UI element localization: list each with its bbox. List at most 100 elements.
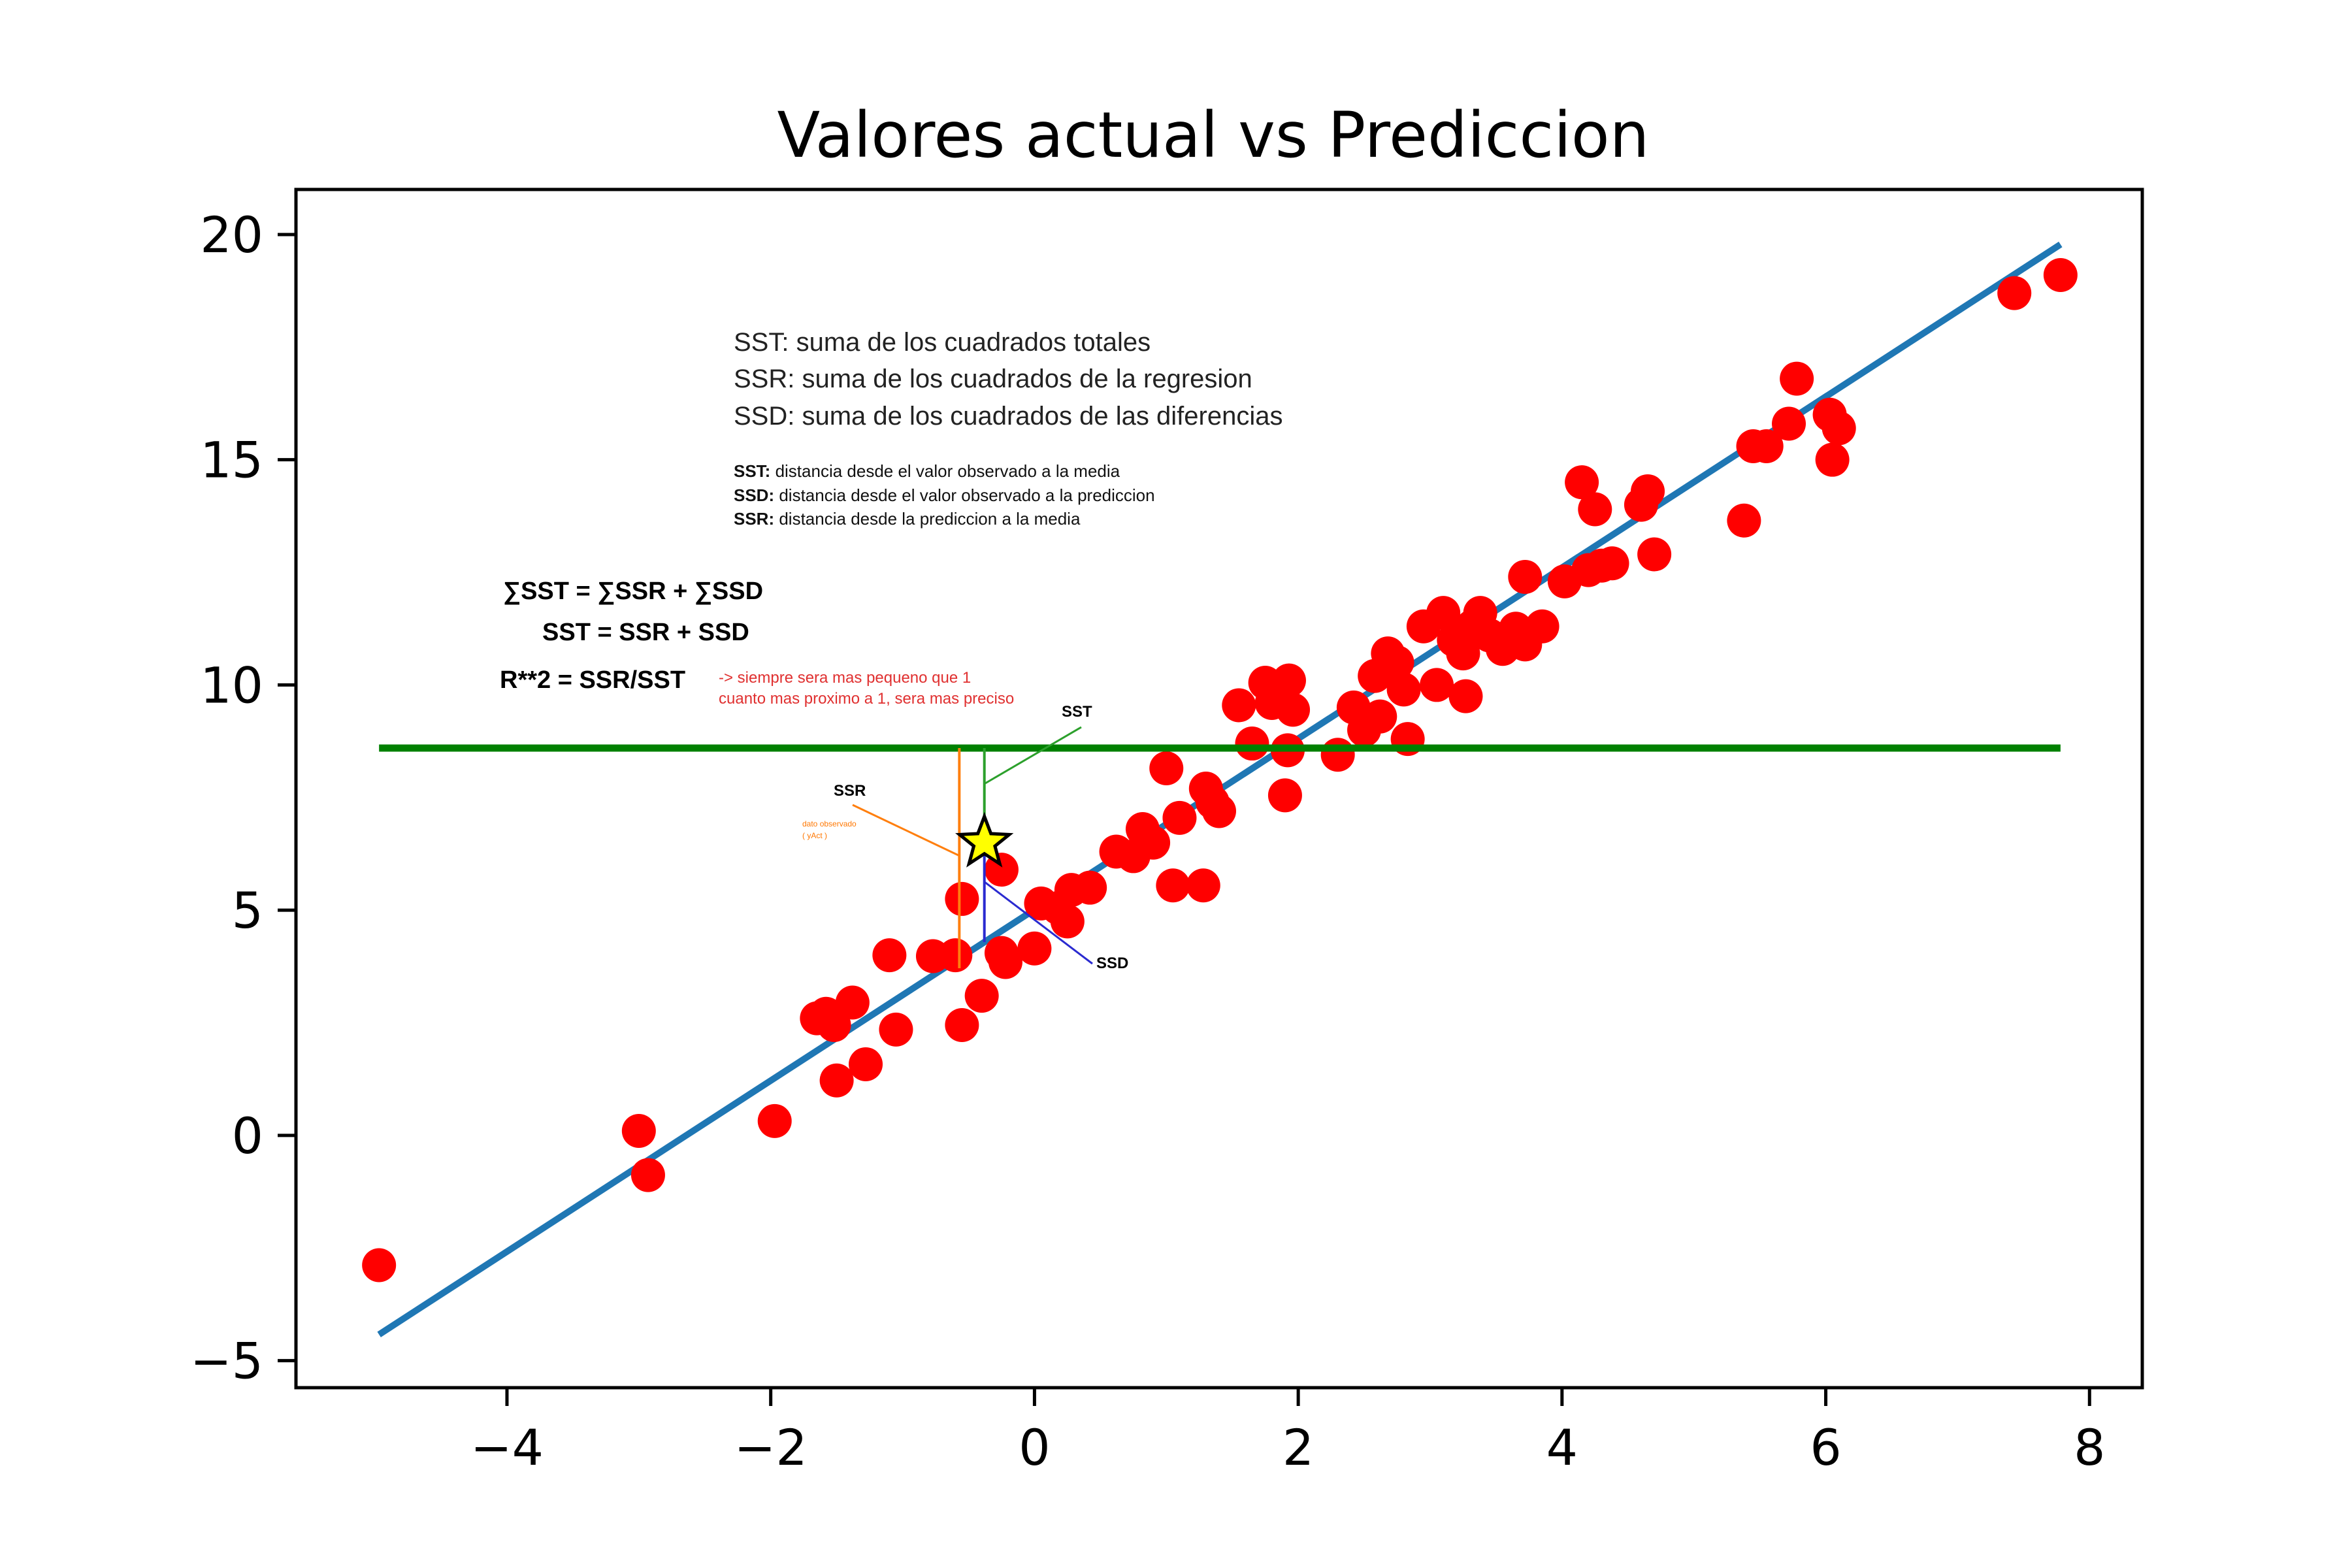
data-point [1162,800,1197,835]
y-tick-label: 15 [200,431,263,489]
data-point [1821,411,1856,446]
distance-ssd-term: SSD: [734,485,774,505]
sst-label: SST [1062,703,1092,721]
x-axis: −4 −2 0 2 4 6 8 [470,1388,2105,1477]
data-point [1073,870,1107,905]
formula-sum: ∑SST = ∑SSR + ∑SSD [503,578,763,605]
y-axis: −5 0 5 10 15 20 [190,206,296,1390]
distance-sst: SST: distancia desde el valor observado … [734,461,1120,481]
x-tick-label: 0 [1019,1418,1050,1477]
data-point [835,985,870,1020]
data-point [1525,609,1560,644]
data-point [1363,699,1397,734]
data-point [945,1007,979,1042]
data-point [1235,727,1269,761]
data-point [1050,904,1085,939]
x-tick-label: 8 [2074,1418,2105,1477]
distance-ssr: SSR: distancia desde la prediccion a la … [734,509,1081,529]
observed-label-line-1: dato observado [802,819,857,828]
y-tick-label: 10 [200,656,263,714]
y-tick-label: −5 [190,1332,263,1390]
distance-ssr-term: SSR: [734,509,774,529]
data-point [1420,668,1454,702]
chart-title: Valores actual vs Prediccion [777,99,1650,172]
ssr-label: SSR [834,782,866,800]
r2-note-line-1: -> siempre sera mas pequeno que 1 [719,669,971,687]
data-point [1136,825,1171,860]
data-point [1780,361,1814,396]
ssr-pointer [852,804,960,857]
data-point [1156,868,1190,903]
points-layer [362,258,2078,1282]
data-point [1749,429,1784,463]
observed-label-line-2: ( yAct ) [802,831,827,840]
data-point [1578,492,1612,527]
data-point [1997,276,2032,310]
definitions-box: SST: suma de los cuadrados totales SSR: … [734,328,1282,529]
data-point [1202,794,1236,828]
y-tick-label: 20 [200,206,263,264]
x-tick-label: −4 [470,1418,544,1477]
data-point [1271,663,1306,698]
plot-frame [294,188,2144,1390]
data-point [945,881,979,916]
distance-sst-text: distancia desde el valor observado a la … [770,461,1120,481]
formula-plain: SST = SSR + SSD [542,619,749,646]
definition-ssr: SSR: suma de los cuadrados de la regresi… [734,365,1252,393]
data-point [1276,693,1311,727]
highlight-star-marker [955,811,1014,868]
data-point [1595,546,1629,581]
distance-ssd-text: distancia desde el valor observado a la … [774,485,1154,505]
data-point [1320,738,1355,772]
definition-ssd: SSD: suma de los cuadrados de las difere… [734,402,1282,431]
data-point [1149,751,1184,785]
data-point [1186,868,1220,903]
data-point [879,1012,913,1047]
data-point [1017,931,1052,966]
x-tick-label: 6 [1810,1418,1841,1477]
data-point [872,938,907,973]
data-point [1267,778,1302,813]
data-point [362,1248,397,1282]
data-point [1448,679,1483,713]
ssd-label: SSD [1096,955,1128,972]
data-point [1386,672,1421,707]
data-point [964,979,999,1013]
y-tick-label: 0 [232,1107,263,1165]
annotation-lines [852,726,1093,968]
distance-ssr-text: distancia desde la prediccion a la media [774,509,1081,529]
data-point [2043,258,2078,292]
r2-note-line-2: cuanto mas proximo a 1, sera mas preciso [719,690,1014,708]
data-point [1772,406,1806,441]
data-point [817,1007,851,1042]
data-point [1222,688,1256,723]
x-tick-label: 2 [1282,1418,1314,1477]
data-point [1631,474,1665,508]
data-point [1426,596,1461,630]
formula-r2: R**2 = SSR/SST [500,666,685,694]
data-point [1380,645,1414,679]
x-tick-label: 4 [1546,1418,1578,1477]
data-point [938,938,973,973]
y-tick-label: 5 [232,881,263,939]
data-point [1815,442,1850,477]
data-point [1508,559,1543,594]
data-point [1637,537,1672,572]
definition-sst: SST: suma de los cuadrados totales [734,328,1151,357]
data-point [757,1103,792,1138]
data-point [1727,503,1761,538]
data-point [988,945,1022,979]
sst-pointer [983,726,1082,785]
data-point [1446,636,1480,671]
distance-ssd: SSD: distancia desde el valor observado … [734,485,1155,505]
data-point [1565,465,1599,500]
distance-sst-term: SST: [734,461,770,481]
highlight-layer [955,811,1014,868]
x-tick-label: −2 [734,1418,808,1477]
data-point [849,1047,883,1081]
data-point [630,1158,665,1192]
data-point [621,1114,656,1148]
data-point [819,1063,854,1098]
ssd-pointer [983,881,1093,965]
